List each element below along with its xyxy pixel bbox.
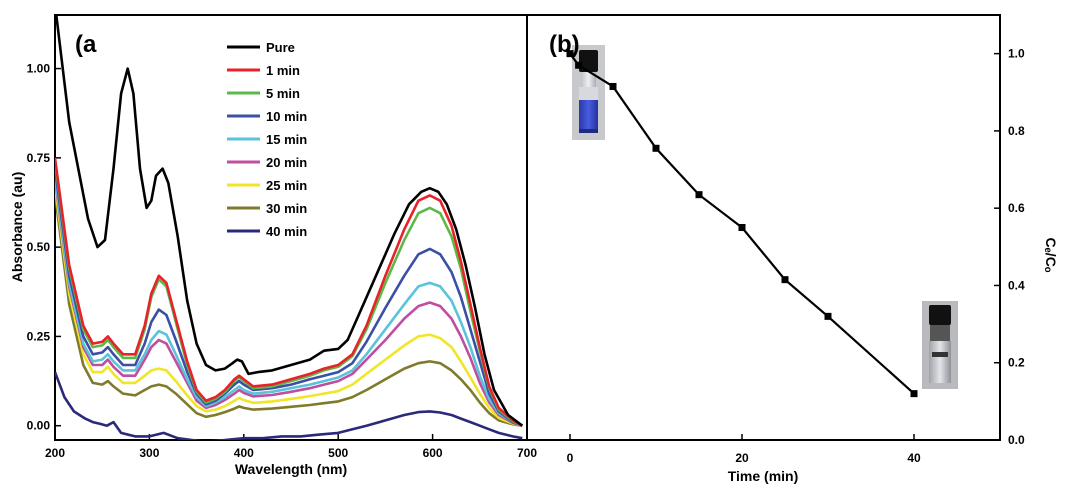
panel-b-x-tick-label: 20: [735, 451, 749, 465]
series-line-40-min: [55, 371, 523, 440]
panel-b-ticks: 0 20 40 0.0 0.2 0.4 0.6 0.8 1.0: [567, 47, 1025, 465]
series-line-10-min: [55, 168, 523, 427]
legend-label: 25 min: [266, 178, 307, 193]
legend-label: 30 min: [266, 201, 307, 216]
panel-a-y-tick-label: 0.75: [27, 151, 51, 165]
panel-a-x-axis-label: Wavelength (nm): [235, 461, 347, 477]
series-line-30-min: [55, 193, 523, 427]
data-point-marker: [652, 144, 660, 152]
panel-a-y-tick-label: 0.25: [27, 329, 51, 343]
series-line-25-min: [55, 186, 523, 427]
data-point-marker: [566, 50, 574, 58]
data-point-marker: [910, 390, 918, 398]
panel-a-legend: Pure 1 min 5 min 10 min 15 min 20 min 25 min 30…: [227, 40, 307, 239]
legend-label: 40 min: [266, 224, 307, 239]
panel-a: 200 300 400 500 600 700 0.00 0.25 0.50 0.75 1.00 P…: [9, 14, 538, 477]
panel-b-series: [566, 50, 918, 398]
panel-b-x-tick-label: 40: [907, 451, 921, 465]
data-point-marker: [695, 191, 703, 199]
series-line-5-min: [55, 161, 523, 427]
data-point-marker: [738, 224, 746, 231]
legend-label: 1 min: [266, 63, 300, 78]
panel-a-y-tick-label: 0.00: [27, 419, 51, 433]
legend-label: 5 min: [266, 86, 300, 101]
panel-a-x-tick-label: 300: [139, 446, 159, 460]
legend-label: 20 min: [266, 155, 307, 170]
panel-a-ticks: 200 300 400 500 600 700 0.00 0.25 0.50 0.75 1.00: [27, 62, 538, 460]
vial-clear-image: [922, 301, 958, 389]
panel-b: 0 20 40 0.0 0.2 0.4 0.6 0.8 1.0 (b) Time (min) C…: [526, 14, 1059, 484]
panel-b-y-tick-label: 0.0: [1008, 433, 1025, 447]
panel-a-y-tick-label: 1.00: [27, 62, 51, 76]
panel-a-x-tick-label: 400: [234, 446, 254, 460]
data-point-marker: [824, 312, 832, 320]
data-point-marker: [781, 276, 789, 284]
panel-a-label: (a: [75, 31, 97, 58]
panel-b-y-tick-label: 0.2: [1008, 356, 1025, 370]
data-point-marker: [575, 61, 583, 69]
vial-blue-image: [572, 45, 605, 140]
panel-b-y-axis-label: Cₑ/Cₒ: [1043, 237, 1059, 272]
panel-a-y-axis-label: Absorbance (au): [9, 172, 25, 282]
panel-a-curves: [55, 15, 524, 440]
panel-a-x-tick-label: 700: [517, 446, 537, 460]
panel-a-x-tick-label: 500: [328, 446, 348, 460]
panel-a-x-tick-label: 200: [45, 446, 65, 460]
series-line-1-min: [55, 157, 523, 427]
legend-label: 15 min: [266, 132, 307, 147]
panel-b-x-axis-label: Time (min): [728, 468, 799, 484]
series-line-20-min: [55, 179, 523, 427]
panel-a-y-tick-label: 0.50: [27, 240, 51, 254]
legend-label: 10 min: [266, 109, 307, 124]
panel-b-label: (b): [549, 31, 580, 58]
panel-a-x-tick-label: 600: [423, 446, 443, 460]
panel-b-y-tick-label: 0.6: [1008, 201, 1025, 215]
series-line-pure: [55, 15, 524, 427]
series-line-15-min: [55, 175, 523, 427]
panel-b-plot-area: [526, 14, 1001, 441]
panel-b-x-tick-label: 0: [567, 451, 574, 465]
panel-b-y-tick-label: 0.8: [1008, 124, 1025, 138]
panel-b-y-tick-label: 1.0: [1008, 47, 1025, 61]
panel-b-y-tick-label: 0.4: [1008, 278, 1025, 292]
legend-label: Pure: [266, 40, 295, 55]
data-point-marker: [609, 82, 617, 90]
